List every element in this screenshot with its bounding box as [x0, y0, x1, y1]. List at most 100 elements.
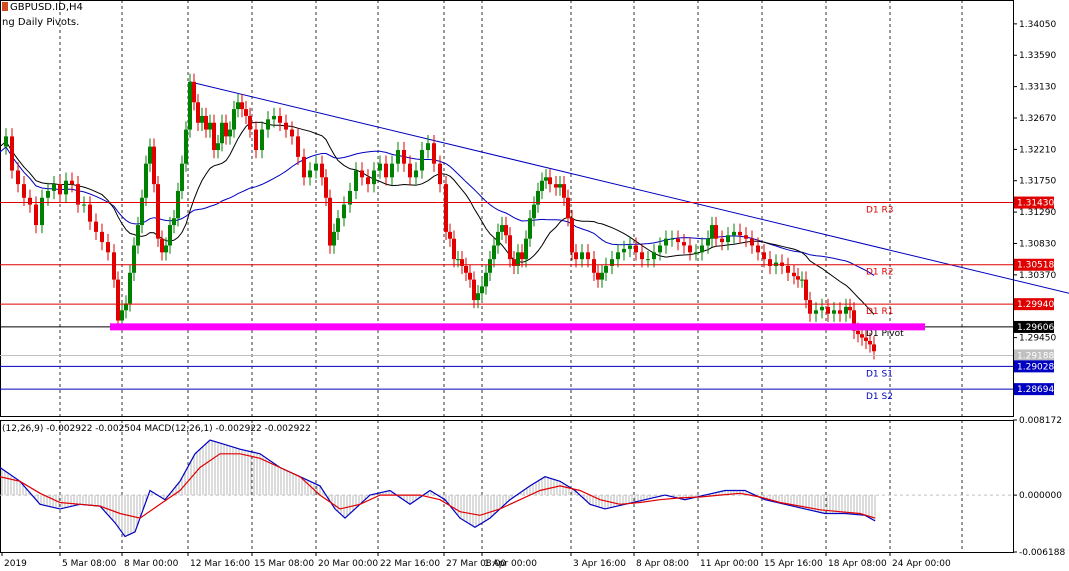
price-badge	[1014, 349, 1054, 362]
candle-body	[354, 170, 358, 191]
candle-body	[596, 272, 600, 280]
time-tick-label: 8 Apr 08:00	[636, 559, 689, 569]
macd-line	[0, 439, 876, 538]
candle-body	[212, 122, 216, 151]
price-tick-label: 1.33590	[1019, 51, 1056, 61]
candle-body	[128, 272, 132, 304]
candle-body	[700, 245, 704, 253]
candle-body	[82, 204, 86, 206]
candle-body	[302, 156, 306, 178]
candle-body	[390, 163, 394, 178]
candle-body	[40, 197, 44, 226]
candle-body	[438, 163, 442, 185]
pivot-label: D1 S2	[866, 392, 893, 402]
price-badge	[1014, 383, 1054, 396]
candle-body	[278, 115, 282, 123]
macd-signal-line	[0, 453, 876, 519]
candle-body	[4, 136, 8, 147]
candle-body	[314, 163, 318, 171]
candle-body	[682, 242, 686, 246]
candle-body	[34, 204, 38, 226]
candle-body	[384, 163, 388, 178]
candle-body	[622, 248, 626, 253]
price-badge-label: 1.29940	[1017, 300, 1054, 310]
candle-body	[200, 115, 204, 123]
pivot-label: D1 R2	[866, 268, 894, 278]
candle-body	[254, 129, 258, 151]
price-badge	[1014, 320, 1054, 333]
candle-body	[480, 286, 484, 294]
candle-body	[136, 225, 140, 246]
price-frame	[0, 0, 1014, 417]
candle-body	[444, 184, 448, 232]
candle-body	[70, 180, 74, 185]
time-tick-label: 27 Mar 08:00	[446, 559, 506, 569]
candle-body	[864, 337, 868, 341]
candle-body	[658, 245, 662, 253]
candle-body	[756, 245, 760, 253]
price-tick-label: 1.32670	[1019, 114, 1056, 124]
macd-frame	[0, 420, 1014, 553]
candle-body	[432, 143, 436, 164]
candle-body	[652, 252, 656, 260]
price-tick-label: 1.31750	[1019, 177, 1056, 187]
candle-body	[548, 177, 552, 185]
candle-body	[464, 265, 468, 273]
macd-tick-label: 0.008172	[1019, 416, 1062, 426]
price-layer: D1 R3 D1 R2 D1 R1 D1 Pivot D1 S1 D1 S2	[0, 73, 1069, 402]
candle-body	[100, 231, 104, 243]
price-tick-label: 1.31290	[1019, 208, 1056, 218]
candle-body	[152, 146, 156, 185]
pivot-label: D1 Pivot	[866, 329, 904, 339]
macd-layer: (12,26,9) -0.002922 -0.002504 MACD(12,26…	[0, 424, 1013, 538]
candle-body	[320, 163, 324, 178]
candle-body	[348, 190, 352, 205]
time-axis: 2019 5 Mar 08:00 8 Mar 00:00 12 Mar 16:00 15…	[1, 552, 951, 569]
candle-body	[204, 115, 208, 130]
candle-body	[600, 272, 604, 280]
candle-body	[540, 180, 544, 191]
chart-grid	[0, 0, 1014, 553]
time-tick-label: 5 Mar 08:00	[62, 559, 117, 569]
candle-body	[332, 231, 336, 246]
candle-body	[570, 218, 574, 253]
time-tick-label: 18 Apr 08:00	[828, 559, 887, 569]
candle-body	[180, 163, 184, 191]
candle-body	[414, 170, 418, 178]
time-tick-label: 12 Mar 16:00	[190, 559, 250, 569]
candle-body	[610, 259, 614, 266]
candle-body	[532, 204, 536, 219]
candle-body	[336, 218, 340, 232]
time-tick-label: 20 Mar 00:00	[318, 559, 378, 569]
candle-body	[554, 184, 558, 188]
candle-body	[744, 235, 748, 239]
candle-body	[738, 231, 742, 236]
pivot-label: D1 R3	[866, 206, 894, 216]
candle-body	[732, 231, 736, 236]
candle-body	[402, 150, 406, 164]
price-badge-label: 1.29188	[1017, 351, 1054, 361]
candle-body	[860, 334, 864, 338]
time-tick-label: 1 Apr 00:00	[484, 559, 537, 569]
candle-body	[116, 279, 120, 321]
macd-tick-label: -0.006188	[1019, 548, 1065, 558]
candle-body	[452, 238, 456, 260]
support-zone	[110, 323, 925, 331]
candle-body	[248, 115, 252, 130]
candle-body	[804, 279, 808, 301]
pivot-label: D1 R1	[866, 307, 894, 317]
candle-body	[664, 238, 668, 246]
candle-body	[468, 272, 472, 280]
candle-body	[792, 272, 796, 277]
descending-trendline	[189, 81, 1069, 294]
candle-body	[284, 122, 288, 130]
candle-body	[244, 109, 248, 116]
candle-body	[640, 252, 644, 260]
candle-body	[562, 184, 566, 198]
price-tick-label: 1.33130	[1019, 83, 1056, 93]
indicator-title: ng Daily Pivots.	[2, 17, 80, 28]
candle-body	[670, 238, 674, 240]
candle-body	[768, 259, 772, 266]
candle-body	[460, 259, 464, 266]
candle-body	[16, 170, 20, 185]
